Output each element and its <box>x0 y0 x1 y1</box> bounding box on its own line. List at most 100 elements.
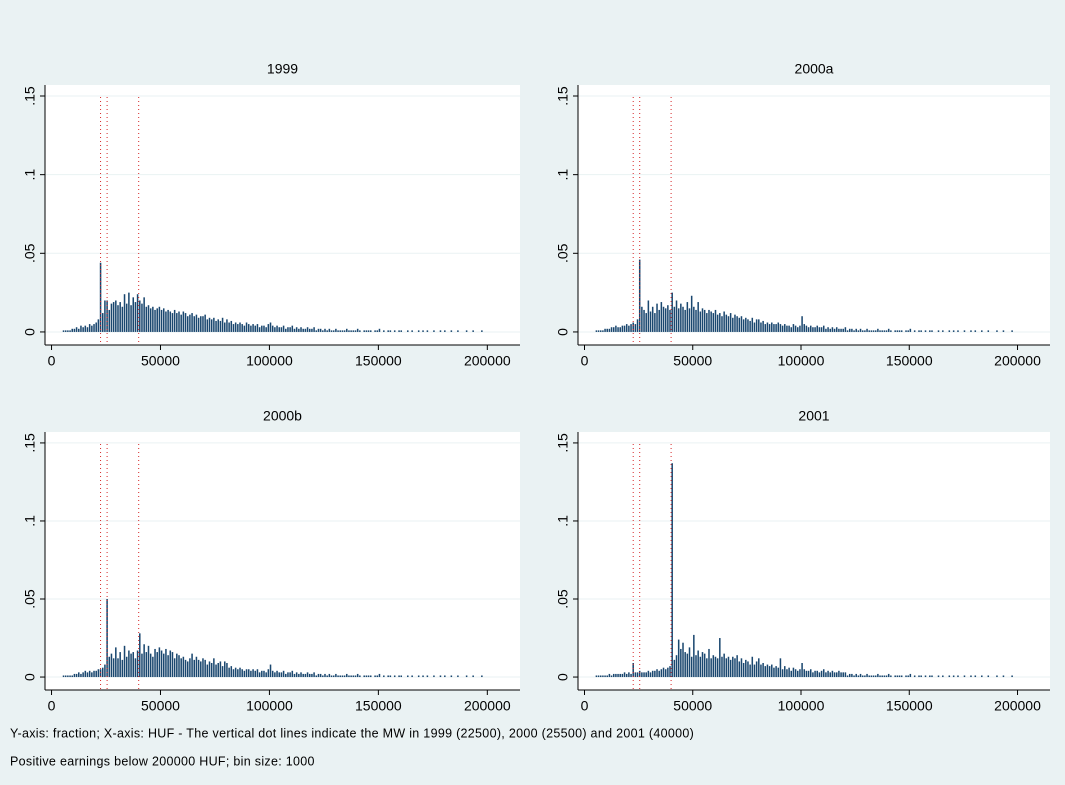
bar <box>781 325 784 332</box>
bar <box>67 330 69 332</box>
bar <box>649 311 652 332</box>
bar <box>812 672 814 678</box>
bar <box>883 675 886 678</box>
bar <box>822 669 825 678</box>
bar <box>176 653 178 678</box>
bar <box>165 648 167 678</box>
bar <box>204 314 206 332</box>
bar <box>597 330 600 332</box>
bar <box>444 330 446 332</box>
bar <box>766 322 769 332</box>
y-tick-label: .05 <box>22 243 38 263</box>
bar <box>615 673 617 678</box>
bar <box>308 328 311 332</box>
bar <box>846 330 849 332</box>
bar <box>887 328 890 332</box>
bar <box>604 675 606 678</box>
bar <box>433 675 435 678</box>
bar <box>773 324 775 332</box>
bar <box>200 316 202 332</box>
bar <box>608 673 611 678</box>
x-tick-label: 100000 <box>246 698 293 714</box>
bar <box>141 653 143 678</box>
bar <box>149 308 152 332</box>
bar <box>152 656 154 678</box>
bar <box>807 670 810 678</box>
bar <box>942 330 944 332</box>
bar <box>88 324 91 332</box>
y-tick-label: .15 <box>555 433 571 453</box>
bar <box>708 648 710 678</box>
bar <box>341 330 344 332</box>
bar <box>221 666 224 678</box>
bar <box>82 672 84 678</box>
bar <box>389 330 392 332</box>
bar <box>690 656 693 678</box>
bar <box>184 313 187 332</box>
bar <box>156 652 158 678</box>
bar <box>833 672 836 678</box>
bar <box>154 648 156 678</box>
bar <box>987 675 990 678</box>
bar <box>265 327 267 332</box>
bar <box>651 306 654 332</box>
y-tick-label: 0 <box>555 673 571 681</box>
bar <box>291 325 294 332</box>
bar <box>859 328 862 332</box>
bar <box>315 675 318 678</box>
bar <box>101 667 104 678</box>
bar <box>226 319 228 332</box>
bar <box>75 327 78 332</box>
bar <box>104 664 106 678</box>
y-tick-label: 0 <box>22 673 38 681</box>
bar <box>725 658 728 678</box>
bar <box>987 330 990 332</box>
bar <box>215 664 217 678</box>
bar <box>228 667 230 678</box>
bar <box>223 661 226 678</box>
bar <box>165 311 167 332</box>
bar <box>197 659 200 678</box>
bar <box>835 672 838 678</box>
bar <box>167 655 169 678</box>
x-tick-label: 100000 <box>778 698 825 714</box>
bar <box>833 328 836 332</box>
bar <box>781 669 784 678</box>
bar <box>261 325 263 332</box>
bar <box>426 675 429 678</box>
bar <box>890 675 892 678</box>
bar <box>801 662 803 678</box>
bar <box>350 330 352 332</box>
bar <box>621 325 624 332</box>
bar <box>667 667 669 678</box>
bar <box>879 330 881 332</box>
bar <box>291 670 294 678</box>
x-tick-label: 150000 <box>355 698 402 714</box>
bar <box>643 309 645 332</box>
bar <box>853 330 855 332</box>
bar <box>130 653 132 678</box>
panel-title: 2000b <box>263 408 302 424</box>
bar <box>762 662 764 678</box>
bar <box>673 306 676 332</box>
bar <box>937 675 940 678</box>
bar <box>881 330 883 332</box>
bar <box>866 328 868 332</box>
bar <box>298 673 300 678</box>
bar <box>768 324 771 332</box>
bar <box>271 670 274 678</box>
bar <box>221 317 224 332</box>
bar <box>189 658 191 678</box>
bar <box>803 324 806 332</box>
bar <box>740 658 743 678</box>
bar <box>158 647 161 678</box>
bar <box>931 330 933 332</box>
bar <box>136 294 139 332</box>
bar <box>226 662 228 678</box>
bar <box>191 653 193 678</box>
bar <box>64 675 67 678</box>
bar <box>907 675 909 678</box>
bar <box>274 327 276 332</box>
bar <box>612 673 615 678</box>
bar <box>872 675 875 678</box>
